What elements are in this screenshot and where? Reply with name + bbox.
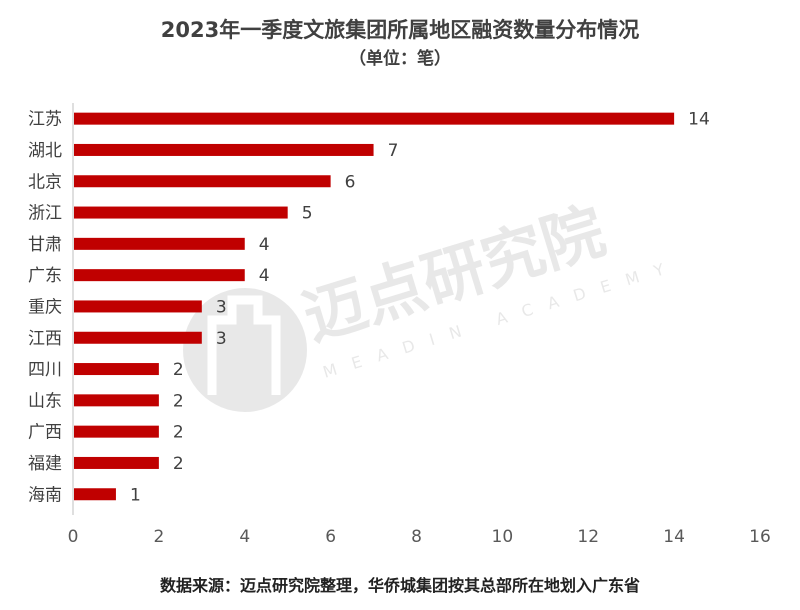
category-label: 海南	[28, 485, 62, 505]
data-label: 14	[688, 110, 710, 130]
bar	[74, 206, 288, 219]
chart-title: 2023年一季度文旅集团所属地区融资数量分布情况	[160, 18, 640, 42]
bar	[74, 425, 159, 438]
category-label: 浙江	[28, 204, 62, 224]
bar	[74, 143, 374, 156]
category-label: 甘肃	[28, 235, 62, 255]
category-label: 广西	[28, 423, 62, 443]
data-label: 2	[173, 423, 184, 443]
data-label: 3	[216, 297, 227, 317]
category-label: 福建	[28, 454, 62, 474]
x-tick-label: 10	[492, 527, 514, 547]
category-label: 广东	[28, 266, 62, 286]
x-tick-label: 6	[325, 527, 336, 547]
data-label: 2	[173, 454, 184, 474]
bar	[74, 112, 675, 125]
bar	[74, 175, 331, 188]
data-label: 2	[173, 360, 184, 380]
bars: 江苏 14 湖北 7 北京 6 浙江 5 甘肃 4 广东 4 重庆 3 江西 3 四川 2 山东 2 广西 2 福建 2 海南 1	[28, 110, 710, 506]
category-label: 北京	[28, 172, 62, 192]
x-tick-label: 0	[68, 527, 79, 547]
bar	[74, 456, 159, 469]
bar	[74, 363, 159, 376]
bar	[74, 331, 202, 344]
data-label: 6	[345, 172, 356, 192]
watermark: 迈点研究院 MEADIN ACADEMY	[183, 194, 682, 412]
bar	[74, 237, 245, 250]
category-label: 湖北	[28, 141, 62, 161]
x-tick-label: 16	[749, 527, 771, 547]
data-label: 5	[302, 204, 313, 224]
data-label: 4	[259, 266, 270, 286]
bar	[74, 269, 245, 282]
chart-subtitle: （单位：笔）	[349, 49, 451, 69]
bar	[74, 488, 116, 501]
bar	[74, 394, 159, 407]
x-tick-label: 4	[239, 527, 250, 547]
category-label: 山东	[28, 391, 62, 411]
watermark-logo-icon	[183, 288, 307, 412]
bar	[74, 300, 202, 313]
data-label: 7	[388, 141, 399, 161]
category-label: 江西	[28, 329, 62, 349]
x-tick-label: 2	[153, 527, 164, 547]
data-label: 2	[173, 391, 184, 411]
category-label: 江苏	[28, 110, 62, 130]
category-label: 重庆	[28, 297, 62, 317]
data-label: 1	[130, 485, 141, 505]
x-tick-label: 8	[411, 527, 422, 547]
data-label: 3	[216, 329, 227, 349]
category-label: 四川	[28, 360, 62, 380]
x-axis: 0 2 4 6 8 10 12 14 16	[68, 103, 771, 547]
x-tick-label: 12	[577, 527, 599, 547]
x-tick-label: 14	[663, 527, 685, 547]
source-note: 数据来源：迈点研究院整理，华侨城集团按其总部所在地划入广东省	[159, 576, 640, 595]
data-label: 4	[259, 235, 270, 255]
